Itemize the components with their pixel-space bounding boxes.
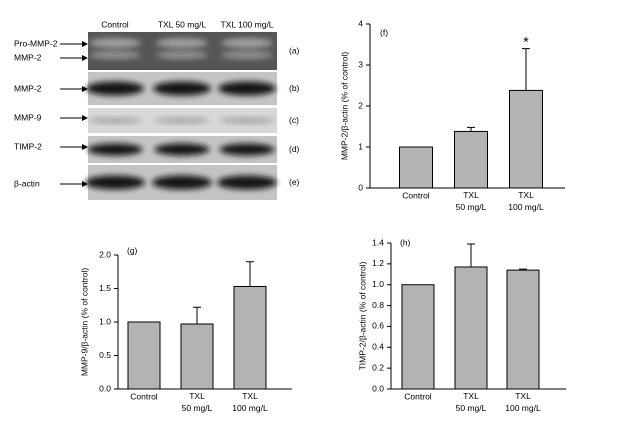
y-axis-label: TIMP-2/β-actin (% of control) — [357, 261, 367, 370]
lane-label: Control — [101, 19, 129, 29]
error-bar — [467, 126, 475, 132]
band — [218, 81, 276, 96]
error-bar — [522, 48, 530, 91]
error-bar — [519, 268, 527, 271]
y-tick-label: 0.0 — [99, 383, 111, 393]
bar — [401, 284, 435, 390]
x-tick-label: TXL 50 mg/L — [456, 391, 487, 413]
charts: 0 1 2 3 4 Control TXL 50 mg/L TXL 100 mg/L MMP-2/β… — [79, 18, 566, 413]
band — [217, 175, 277, 190]
panel-label: (d) — [289, 144, 300, 154]
y-tick-label: 0.6 — [372, 321, 384, 331]
bar — [454, 266, 488, 390]
bar — [399, 146, 433, 189]
band — [221, 38, 273, 48]
x-tick-label: TXL 100 mg/L — [505, 391, 541, 413]
panel-label: (g) — [127, 245, 138, 255]
error-bar — [193, 306, 201, 325]
y-tick-label: 1.0 — [372, 279, 384, 289]
x-tick-label: TXL 50 mg/L — [456, 190, 487, 212]
band — [85, 175, 145, 190]
panel-label: (f) — [380, 27, 388, 37]
panel-label: (a) — [289, 45, 300, 55]
band — [152, 175, 212, 190]
y-tick-label: 1.2 — [372, 258, 384, 268]
y-tick-label: 2 — [358, 100, 363, 110]
y-tick-label: 0.4 — [372, 342, 384, 352]
panel-label: (c) — [289, 115, 299, 125]
x-tick-label: Control — [130, 391, 158, 401]
bar — [454, 130, 488, 189]
y-tick-label: 0 — [358, 182, 363, 192]
y-axis-label: MMP-2/β-actin (% of control) — [339, 52, 349, 160]
band — [87, 117, 143, 124]
x-tick-label: TXL 50 mg/L — [182, 391, 213, 413]
bar — [127, 321, 161, 390]
band — [89, 38, 141, 48]
x-tick-label: TXL 100 mg/L — [508, 190, 544, 212]
band — [156, 51, 208, 59]
blot-panel: Control TXL 50 mg/L TXL 100 mg/L Pro-MMP-2 M… — [14, 19, 300, 200]
marker-label: MMP-2 — [14, 83, 42, 93]
y-tick-label: 2.0 — [99, 249, 111, 259]
bar — [509, 89, 543, 189]
y-tick-label: 4 — [358, 18, 363, 28]
y-tick-label: 0.2 — [372, 362, 384, 372]
marker-label: TIMP-2 — [14, 141, 42, 151]
y-tick-label: 1.4 — [372, 237, 384, 247]
y-tick-label: 1.5 — [99, 283, 111, 293]
panel-label: (h) — [400, 237, 411, 247]
marker-label: β-actin — [14, 178, 40, 188]
bar — [180, 323, 214, 390]
y-tick-label: 0.8 — [372, 300, 384, 310]
bar — [506, 269, 540, 390]
marker-label: MMP-2 — [14, 52, 42, 62]
y-tick-label: 0.5 — [99, 350, 111, 360]
annotation: * — [523, 33, 529, 49]
band — [87, 143, 143, 156]
band — [219, 117, 275, 124]
panel-label: (b) — [289, 83, 300, 93]
y-tick-label: 1.0 — [99, 316, 111, 326]
lane-label: TXL 100 mg/L — [220, 19, 273, 29]
lane-label: TXL 50 mg/L — [158, 19, 207, 29]
band — [221, 51, 273, 59]
blot-strip — [88, 32, 277, 70]
x-tick-label: Control — [402, 190, 430, 200]
error-bar — [246, 261, 254, 287]
error-bar — [467, 243, 475, 267]
y-tick-label: 0.0 — [372, 383, 384, 393]
panel-label: (e) — [289, 177, 300, 187]
band — [154, 143, 210, 156]
band — [153, 81, 211, 96]
marker-label: Pro-MMP-2 — [14, 38, 58, 48]
y-axis-label: MMP-9/β-actin (% of control) — [79, 268, 89, 376]
band — [219, 143, 275, 156]
marker-label: MMP-9 — [14, 112, 42, 122]
y-tick-label: 3 — [358, 59, 363, 69]
band — [86, 81, 144, 96]
y-tick-label: 1 — [358, 141, 363, 151]
band — [154, 117, 210, 124]
band — [156, 38, 208, 48]
band — [89, 51, 141, 59]
x-tick-label: Control — [404, 391, 432, 401]
bar — [233, 285, 267, 390]
x-tick-label: TXL 100 mg/L — [232, 391, 268, 413]
